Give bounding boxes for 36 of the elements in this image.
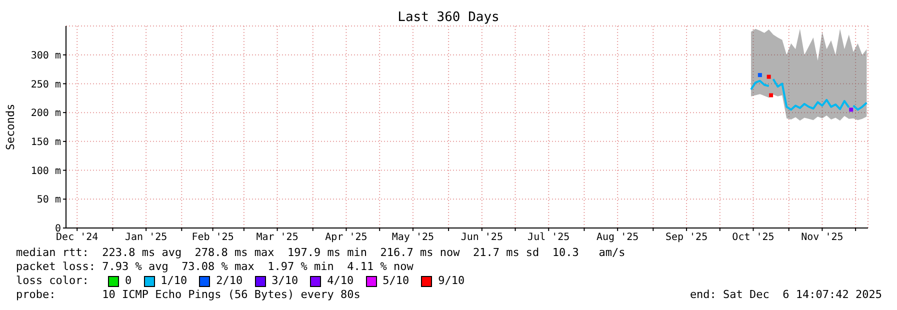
legend-label: 3/10	[272, 274, 298, 288]
point	[766, 74, 771, 79]
legend-label: 0	[125, 274, 132, 288]
text: end: Sat Dec 6 14:07:42 2025	[690, 288, 882, 302]
point	[849, 108, 854, 112]
x-tick-label: Aug '25	[596, 232, 639, 244]
text: probe: 10 ICMP Echo Pings (56 Bytes) every 80s	[16, 288, 360, 302]
x-tick-label: May '25	[392, 232, 434, 244]
x-tick-label: Jun '25	[460, 232, 503, 244]
y-tick-label: 200 m	[30, 108, 61, 120]
y-tick-label: 300 m	[30, 50, 61, 62]
y-axis-title: Seconds	[4, 104, 17, 150]
x-tick-label: Nov '25	[801, 232, 844, 244]
point	[758, 73, 762, 78]
text: packet loss: 7.93 % avg 73.08 % max 1.97 % min 4.11 % now	[16, 260, 414, 274]
x-tick-label: Oct '25	[732, 232, 774, 244]
x-tick-label: Apr '25	[325, 232, 368, 244]
point	[769, 93, 774, 98]
y-tick-label: 150 m	[30, 136, 61, 148]
x-tick-label: Jan '25	[124, 232, 168, 244]
x-tick-label: Dec '24	[56, 232, 98, 244]
legend-label: 2/10	[216, 274, 243, 288]
text: median rtt: 223.8 ms avg 278.8 ms max 197.9 ms min 216.7 ms now 21.7 ms sd 10.3 am/s	[16, 246, 626, 260]
chart-title: Last 360 Days	[396, 10, 500, 25]
y-tick-label: 250 m	[30, 79, 61, 90]
x-tick-label: Mar '25	[256, 232, 298, 244]
x-tick-label: Sep '25	[665, 232, 708, 244]
legend-label: 5/10	[382, 274, 410, 288]
x-tick-label: Feb '25	[192, 232, 234, 244]
y-tick-label: 50 m	[36, 194, 61, 206]
y-tick-label: 100 m	[30, 166, 61, 177]
legend-label: 1/10	[160, 274, 188, 288]
legend-label: 9/10	[438, 274, 465, 288]
x-tick-label: Jul '25	[528, 232, 570, 244]
legend-label: 4/10	[327, 274, 354, 288]
legend-title: loss color:	[16, 274, 90, 288]
